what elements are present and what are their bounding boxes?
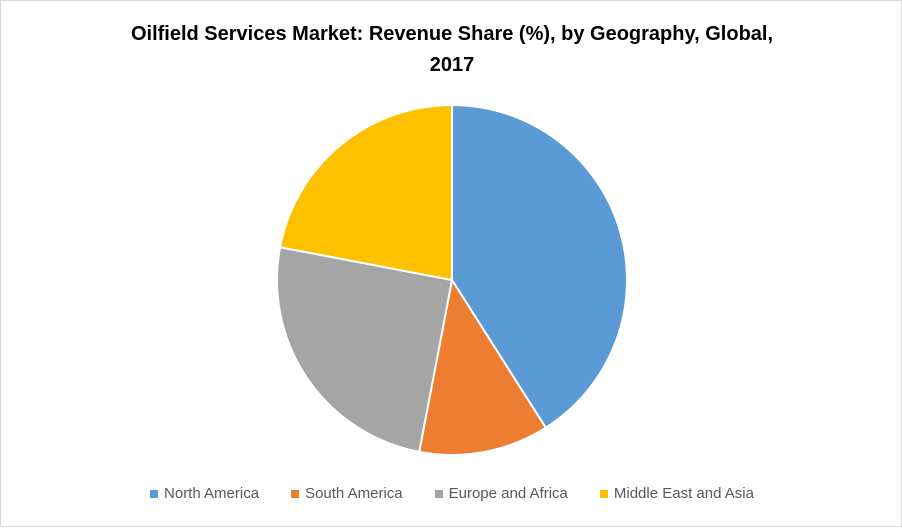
chart-title: Oilfield Services Market: Revenue Share … — [1, 19, 902, 81]
legend-swatch-south-america — [291, 489, 300, 498]
legend-item-middle-east-and-asia: Middle East and Asia — [599, 485, 754, 502]
chart-title-line-2: 2017 — [429, 54, 475, 76]
pie-slice-middle-east-and-asia — [279, 104, 453, 281]
legend-label-south-america: South America — [305, 485, 403, 502]
legend-swatch-north-america — [150, 489, 159, 498]
legend-item-south-america: South America — [291, 485, 403, 502]
chart-title-line-1: Oilfield Services Market: Revenue Share … — [130, 23, 774, 45]
pie-slice-europe-and-africa — [276, 246, 453, 453]
pie-slice-south-america — [418, 279, 547, 456]
legend-swatch-europe-and-africa — [434, 489, 443, 498]
legend-label-europe-and-africa: Europe and Africa — [448, 485, 568, 502]
pie-slice-north-america — [451, 104, 629, 429]
legend-item-europe-and-africa: Europe and Africa — [434, 485, 568, 502]
legend-item-north-america: North America — [150, 485, 259, 502]
legend: North America South America Europe and A… — [1, 485, 902, 502]
legend-label-middle-east-and-asia: Middle East and Asia — [613, 485, 754, 502]
legend-swatch-middle-east-and-asia — [599, 489, 608, 498]
legend-label-north-america: North America — [164, 485, 260, 502]
